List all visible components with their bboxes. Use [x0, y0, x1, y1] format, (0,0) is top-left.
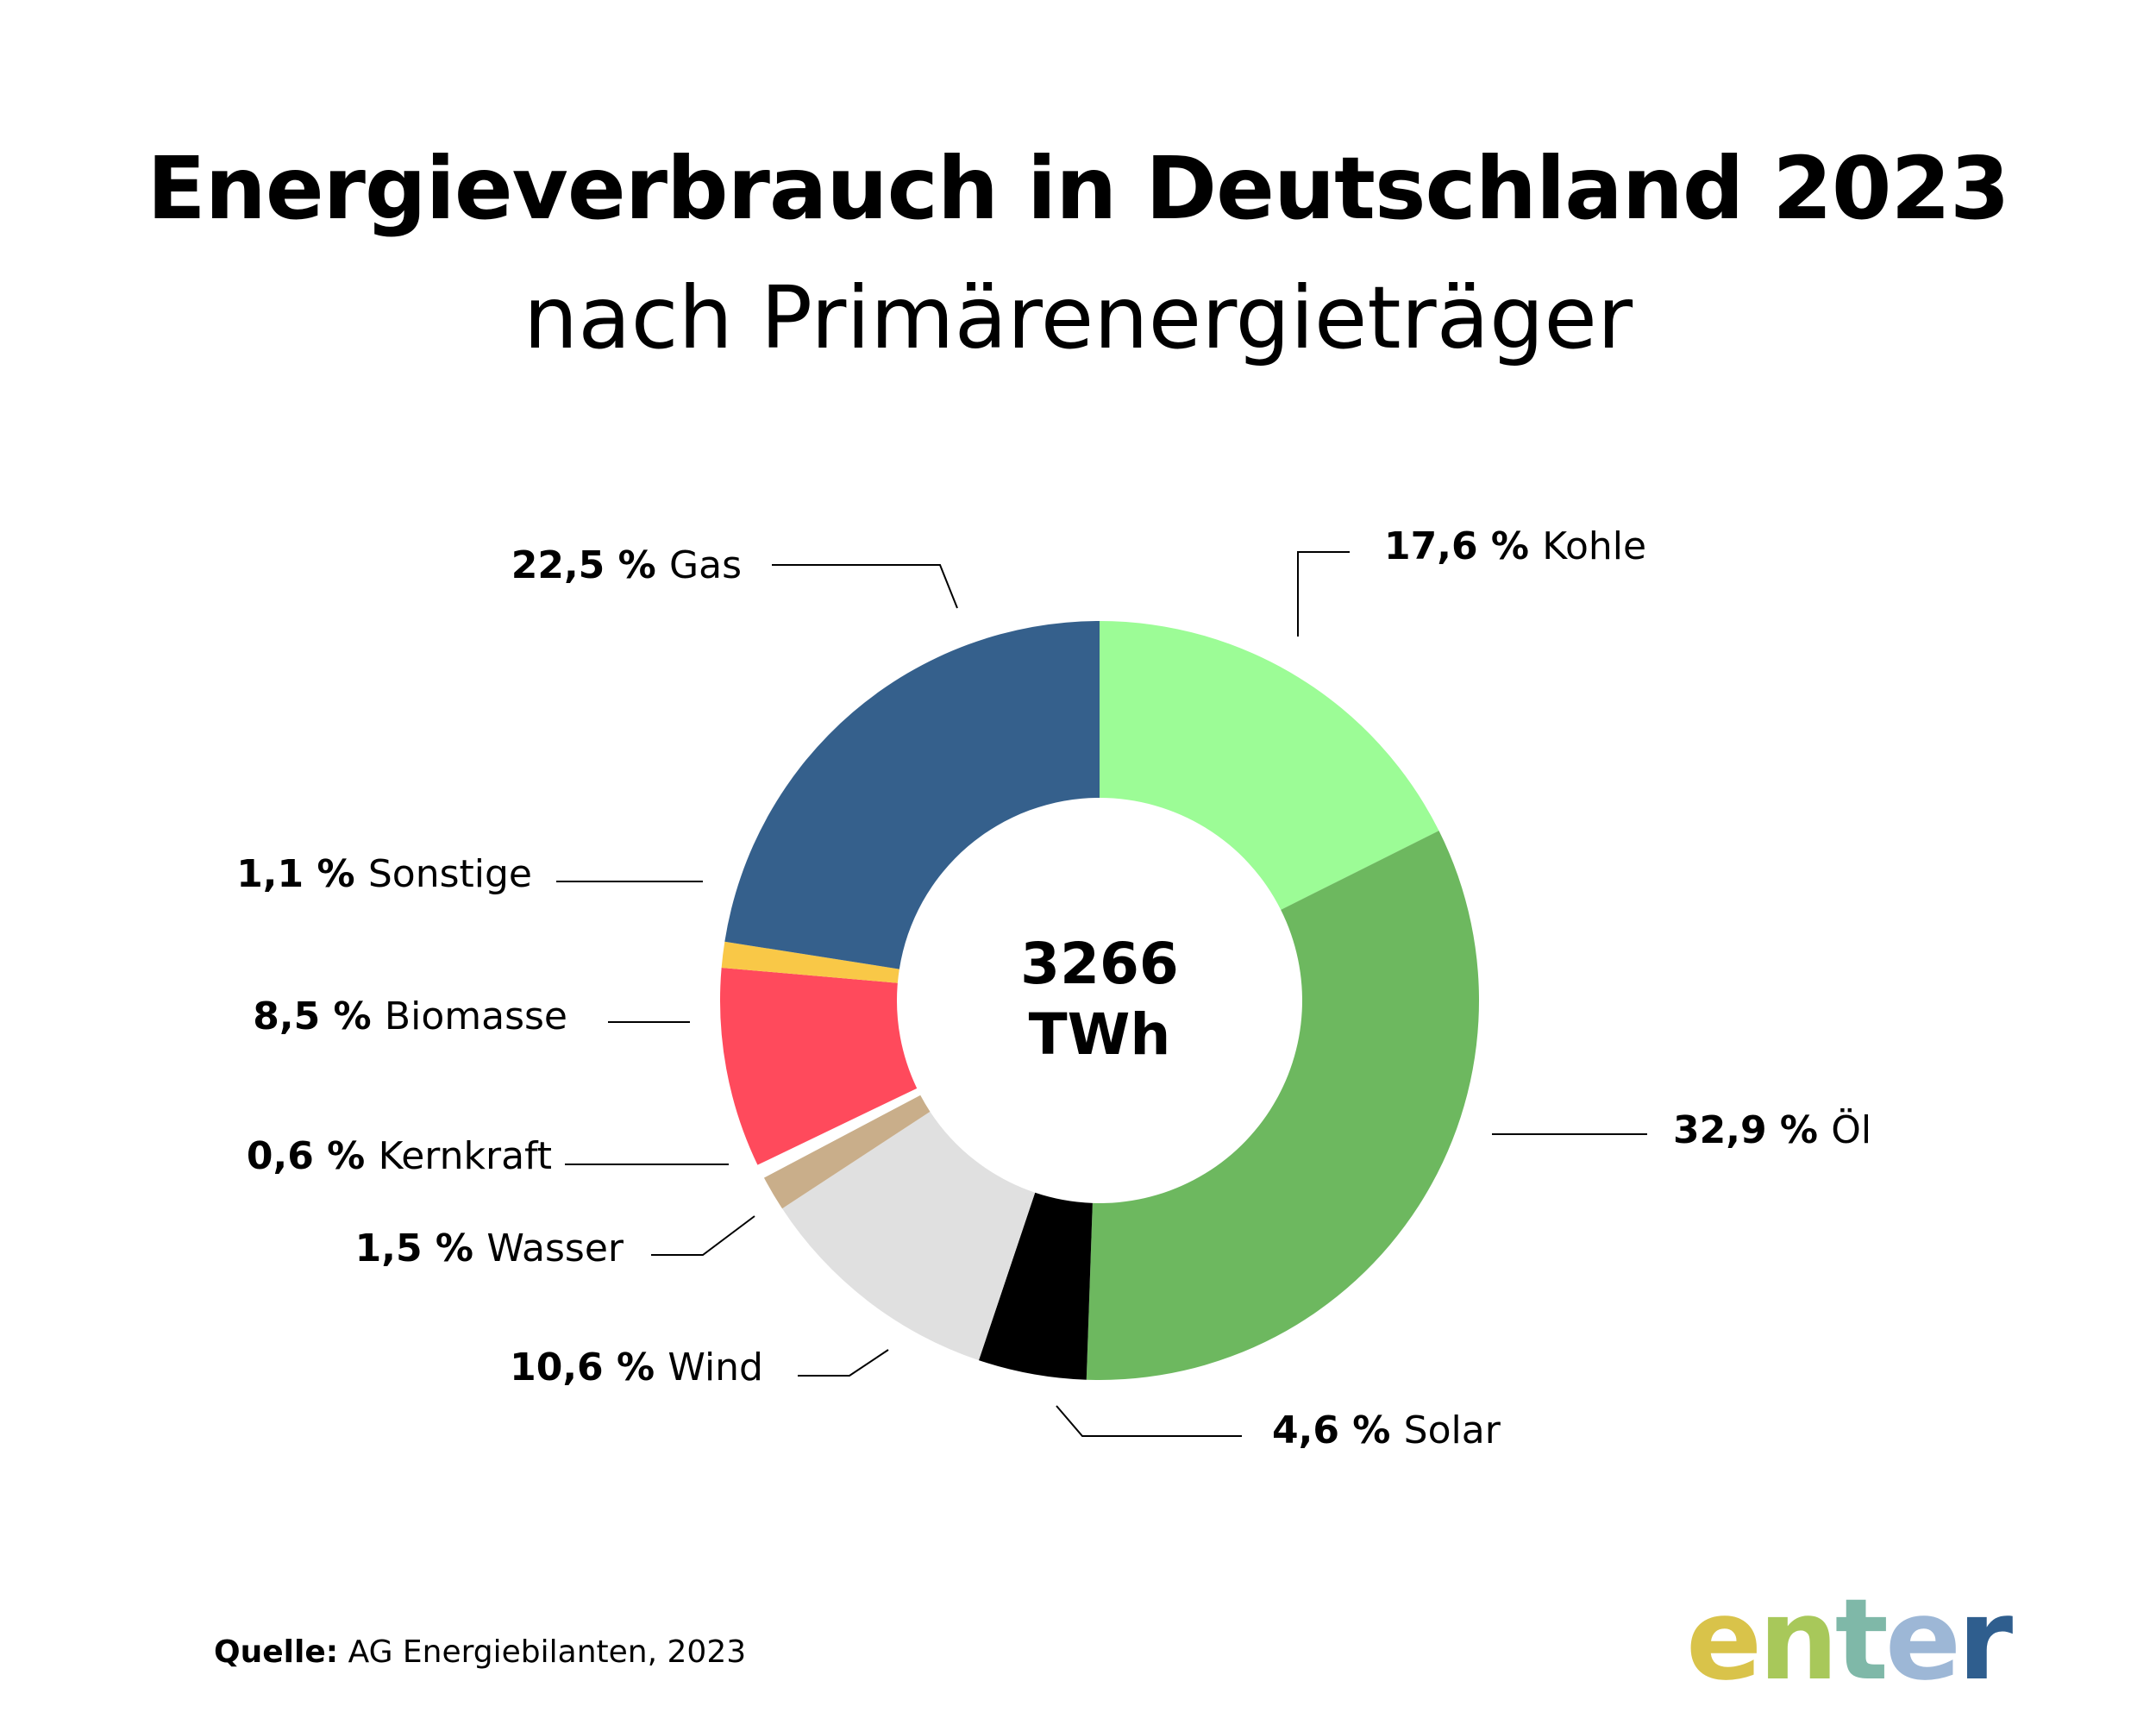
slice-biomasse [720, 967, 918, 1165]
slice-kohle [1100, 621, 1439, 910]
slice-percent-wasser: 1,5 % [355, 1226, 487, 1270]
logo-letter: e [1686, 1574, 1762, 1705]
center-total-unit: TWh [1029, 1001, 1171, 1068]
slice-name-biomasse: Biomasse [385, 994, 567, 1038]
source-text: AG Energiebilanten, 2023 [348, 1634, 747, 1670]
logo-letter: t [1834, 1574, 1889, 1705]
slice-percent-wind: 10,6 % [510, 1346, 667, 1389]
leader-lines [556, 551, 1647, 1437]
slice-name-solar: Solar [1404, 1408, 1501, 1452]
slice-label-wasser: 1,5 % Wasser [355, 1226, 624, 1270]
slice-oel [1086, 831, 1480, 1380]
slice-name-oel: Öl [1831, 1107, 1871, 1152]
slice-label-kohle: 17,6 % Kohle [1384, 524, 1646, 568]
slice-label-gas: 22,5 % Gas [511, 543, 742, 587]
logo-letter: e [1884, 1574, 1961, 1705]
slice-percent-kernkraft: 0,6 % [247, 1134, 379, 1178]
slice-labels: 17,6 % Kohle 32,9 % Öl 4,6 % Solar 10,6 % W… [236, 524, 1871, 1452]
slice-label-biomasse: 8,5 % Biomasse [253, 994, 567, 1038]
slice-label-sonstige: 1,1 % Sonstige [236, 852, 532, 896]
slice-label-oel: 32,9 % Öl [1673, 1107, 1871, 1152]
slice-label-kernkraft: 0,6 % Kernkraft [247, 1134, 552, 1178]
slice-percent-oel: 32,9 % [1673, 1108, 1831, 1152]
leader-line-wind [798, 1349, 889, 1377]
donut-slices [720, 621, 1480, 1380]
slice-name-wind: Wind [667, 1346, 763, 1389]
slice-label-solar: 4,6 % Solar [1272, 1408, 1501, 1452]
leader-line-gas [772, 564, 958, 609]
slice-percent-solar: 4,6 % [1272, 1408, 1404, 1452]
enter-logo: enter [1686, 1574, 2013, 1705]
slice-label-wind: 10,6 % Wind [510, 1346, 763, 1389]
source-label: Quelle: [214, 1634, 339, 1670]
slice-percent-biomasse: 8,5 % [253, 994, 385, 1038]
chart-title: Energieverbrauch in Deutschland 2023 [147, 138, 2009, 239]
slice-percent-kohle: 17,6 % [1384, 524, 1542, 568]
slice-name-sonstige: Sonstige [368, 852, 532, 896]
center-total-value: 3266 [1020, 931, 1179, 997]
slice-wind [782, 1111, 1036, 1361]
slice-solar [978, 1192, 1093, 1380]
logo-letter: r [1958, 1574, 2013, 1705]
slice-kernkraft [757, 1088, 921, 1178]
slice-name-kernkraft: Kernkraft [379, 1134, 552, 1178]
slice-sonstige [721, 941, 899, 983]
leader-line-solar [1056, 1405, 1242, 1437]
leader-line-kohle [1297, 551, 1350, 637]
logo-letter: n [1758, 1574, 1839, 1705]
slice-percent-sonstige: 1,1 % [236, 852, 368, 896]
slice-wasser [763, 1095, 931, 1209]
source-note: Quelle: AG Energiebilanten, 2023 [214, 1634, 746, 1670]
slice-percent-gas: 22,5 % [511, 543, 669, 587]
slice-name-kohle: Kohle [1542, 524, 1646, 568]
leader-line-wasser [651, 1215, 755, 1256]
slice-gas [724, 621, 1100, 969]
slice-name-gas: Gas [669, 543, 742, 587]
chart-subtitle: nach Primärenergieträger [523, 267, 1633, 368]
slice-name-wasser: Wasser [486, 1226, 624, 1270]
